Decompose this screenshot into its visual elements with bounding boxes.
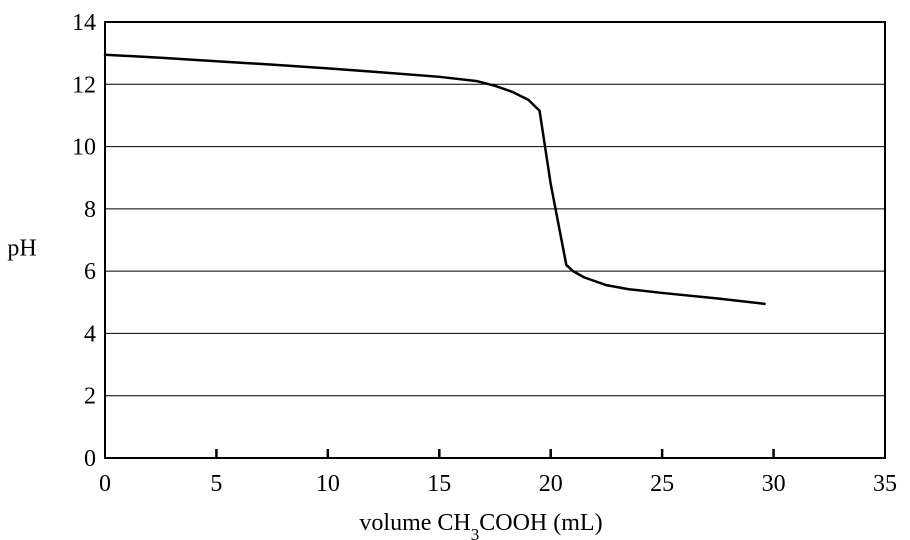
x-tick-label-35: 35: [873, 471, 897, 497]
titration-curve-0: [103, 53, 766, 306]
curve-layer: [103, 53, 766, 306]
tick-layer: [215, 449, 775, 458]
y-tick-label-2: 2: [84, 384, 96, 410]
x-tick-label-5: 5: [210, 471, 222, 497]
y-tick-label-4: 4: [84, 321, 96, 347]
x-axis-title-prefix: volume CH: [359, 510, 470, 536]
x-tick-label-30: 30: [762, 471, 786, 497]
y-tick-label-8: 8: [84, 197, 96, 223]
x-axis-title: volume CH3COOH (mL): [359, 510, 602, 540]
x-tick-label-25: 25: [650, 471, 674, 497]
x-axis-title-suffix: COOH (mL): [479, 510, 602, 536]
tick-label-layer: 0 5 10 15 20 25 30 35 0 2 4 6 8 10 12 14: [72, 10, 897, 497]
y-tick-label-12: 12: [72, 72, 96, 98]
grid-layer: [105, 83, 885, 397]
y-tick-label-0: 0: [84, 446, 96, 472]
x-tick-label-10: 10: [316, 471, 340, 497]
x-axis-title-subscript: 3: [471, 525, 480, 540]
y-tick-label-10: 10: [72, 135, 96, 161]
plot-frame: [104, 21, 886, 459]
y-tick-label-14: 14: [72, 10, 96, 36]
x-tick-label-15: 15: [427, 471, 451, 497]
y-tick-label-6: 6: [84, 259, 96, 285]
x-tick-label-0: 0: [99, 471, 111, 497]
y-axis-title: pH: [7, 236, 36, 262]
x-tick-label-20: 20: [539, 471, 563, 497]
